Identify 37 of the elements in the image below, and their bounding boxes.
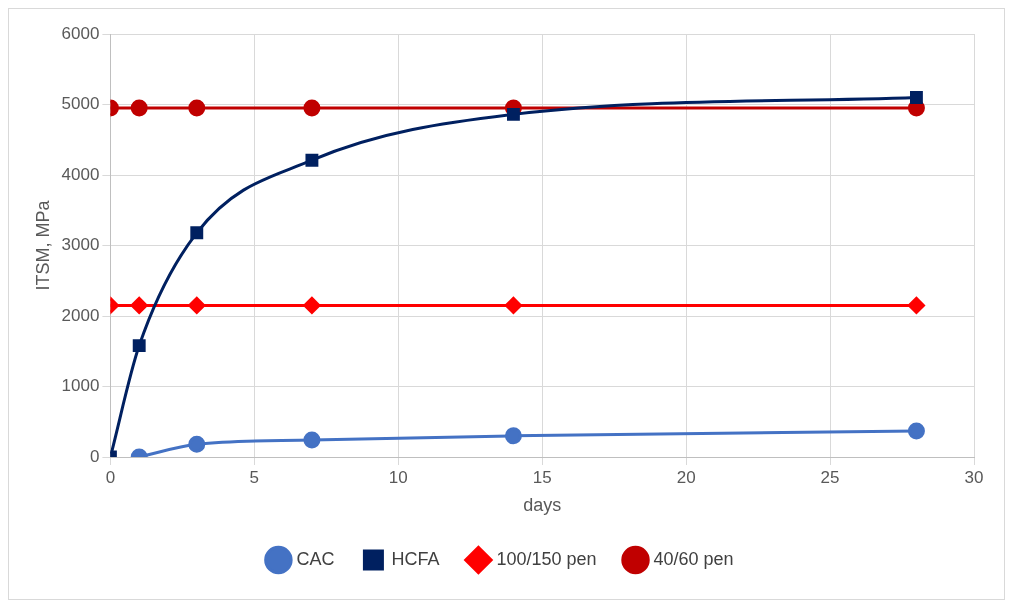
point — [303, 431, 321, 449]
point — [190, 226, 204, 240]
point — [188, 296, 206, 314]
point — [506, 107, 520, 121]
y-tick-label: 2000 — [61, 305, 100, 325]
legend-label: 40/60 pen — [653, 548, 734, 569]
x-tick-label: 0 — [105, 467, 116, 487]
legend-label: CAC — [296, 548, 335, 569]
x-tick-label: 5 — [249, 467, 260, 487]
point — [130, 99, 148, 117]
point — [909, 91, 923, 104]
y-tick-label: 1000 — [61, 376, 100, 396]
point — [188, 99, 206, 117]
legend-label: 100/150 pen — [496, 548, 597, 569]
x-tick-label: 20 — [676, 467, 696, 487]
point — [907, 296, 925, 314]
point — [303, 99, 321, 117]
point — [132, 339, 146, 353]
y-tick-label: 3000 — [61, 235, 100, 255]
y-axis-title: ITSM, MPa — [32, 199, 53, 291]
x-axis-title: days — [523, 495, 562, 516]
point — [305, 153, 319, 167]
x-tick-label: 15 — [532, 467, 552, 487]
y-tick-label: 5000 — [61, 94, 100, 114]
legend-label: HCFA — [391, 548, 440, 569]
x-tick-label: 10 — [388, 467, 408, 487]
point — [504, 296, 522, 314]
y-tick-label: 0 — [89, 446, 100, 466]
point — [504, 427, 522, 445]
point — [907, 422, 925, 440]
point — [130, 296, 148, 314]
point — [303, 296, 321, 314]
x-tick-label: 25 — [820, 467, 840, 487]
x-tick-label: 30 — [964, 467, 984, 487]
y-tick-label: 4000 — [61, 164, 100, 184]
y-tick-label: 6000 — [61, 23, 100, 43]
point — [188, 435, 206, 453]
